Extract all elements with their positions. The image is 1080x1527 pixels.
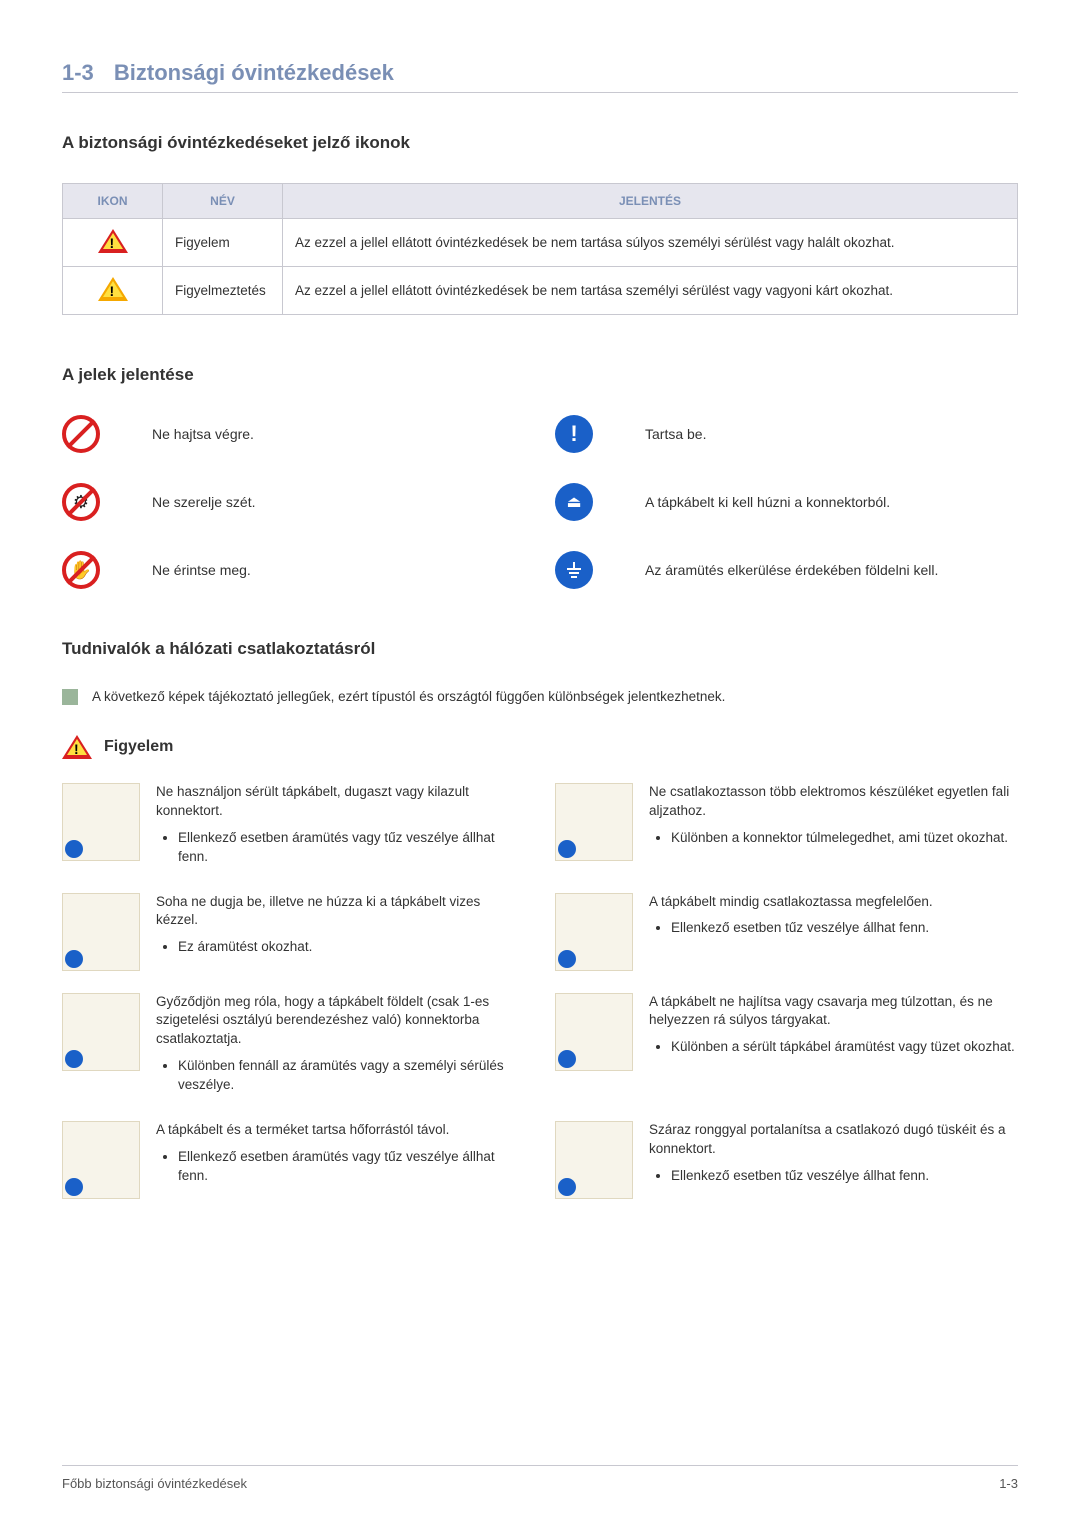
ground-icon bbox=[555, 551, 593, 589]
th-name: NÉV bbox=[163, 184, 283, 219]
th-meaning: JELENTÉS bbox=[283, 184, 1018, 219]
precaution-item: Ne csatlakoztasson több elektromos készü… bbox=[555, 783, 1018, 871]
precaution-item: A tápkábelt és a terméket tartsa hőforrá… bbox=[62, 1121, 525, 1199]
subheading-icons: A biztonsági óvintézkedéseket jelző ikon… bbox=[62, 133, 1018, 153]
sign-label: Ne szerelje szét. bbox=[152, 494, 525, 510]
precaution-item: Soha ne dugja be, illetve ne húzza ki a … bbox=[62, 893, 525, 971]
table-row: Figyelmeztetés Az ezzel a jellel ellátot… bbox=[63, 267, 1018, 315]
precaution-image bbox=[555, 893, 633, 971]
row-meaning: Az ezzel a jellel ellátott óvintézkedése… bbox=[283, 267, 1018, 315]
precaution-image bbox=[62, 783, 140, 861]
precaution-item: Száraz ronggyal portalanítsa a csatlakoz… bbox=[555, 1121, 1018, 1199]
note-text: A következő képek tájékoztató jellegűek,… bbox=[92, 689, 725, 704]
precaution-bullet: Különben a konnektor túlmelegedhet, ami … bbox=[671, 829, 1018, 848]
precaution-image bbox=[555, 993, 633, 1071]
warning-icon bbox=[98, 229, 128, 253]
precaution-lead: Ne használjon sérült tápkábelt, dugaszt … bbox=[156, 783, 525, 821]
precaution-image bbox=[555, 1121, 633, 1199]
prohibit-icon bbox=[62, 415, 100, 453]
footer-left: Főbb biztonsági óvintézkedések bbox=[62, 1476, 247, 1491]
section-number: 1-3 bbox=[62, 60, 94, 85]
page-footer: Főbb biztonsági óvintézkedések 1-3 bbox=[62, 1465, 1018, 1491]
warning-icon bbox=[62, 735, 92, 759]
precaution-bullet: Ellenkező esetben áramütés vagy tűz vesz… bbox=[178, 1148, 525, 1186]
precaution-item: Győződjön meg róla, hogy a tápkábelt föl… bbox=[62, 993, 525, 1099]
icon-table: IKON NÉV JELENTÉS Figyelem Az ezzel a je… bbox=[62, 183, 1018, 315]
th-icon: IKON bbox=[63, 184, 163, 219]
note-row: A következő képek tájékoztató jellegűek,… bbox=[62, 689, 1018, 705]
precaution-lead: Soha ne dugja be, illetve ne húzza ki a … bbox=[156, 893, 525, 931]
comply-icon: ! bbox=[555, 415, 593, 453]
warning-header: Figyelem bbox=[62, 735, 1018, 759]
sign-label: Az áramütés elkerülése érdekében földeln… bbox=[645, 562, 1018, 578]
precaution-bullet: Ellenkező esetben tűz veszélye állhat fe… bbox=[671, 1167, 1018, 1186]
precaution-item: Ne használjon sérült tápkábelt, dugaszt … bbox=[62, 783, 525, 871]
sign-label: Tartsa be. bbox=[645, 426, 1018, 442]
no-touch-icon: ✋ bbox=[62, 551, 100, 589]
precaution-image bbox=[555, 783, 633, 861]
warning-label: Figyelem bbox=[104, 738, 173, 756]
no-disassemble-icon: ⚙ bbox=[62, 483, 100, 521]
sign-label: Ne hajtsa végre. bbox=[152, 426, 525, 442]
precaution-lead: Ne csatlakoztasson több elektromos készü… bbox=[649, 783, 1018, 821]
subheading-signs: A jelek jelentése bbox=[62, 365, 1018, 385]
precaution-bullet: Különben fennáll az áramütés vagy a szem… bbox=[178, 1057, 525, 1095]
precaution-item: A tápkábelt mindig csatlakoztassa megfel… bbox=[555, 893, 1018, 971]
precaution-lead: A tápkábelt ne hajlítsa vagy csavarja me… bbox=[649, 993, 1018, 1031]
caution-icon bbox=[98, 277, 128, 301]
sign-label: A tápkábelt ki kell húzni a konnektorból… bbox=[645, 494, 1018, 510]
precaution-bullet: Különben a sérült tápkábel áramütést vag… bbox=[671, 1038, 1018, 1057]
sign-label: Ne érintse meg. bbox=[152, 562, 525, 578]
precaution-image bbox=[62, 1121, 140, 1199]
footer-right: 1-3 bbox=[999, 1476, 1018, 1491]
subheading-power: Tudnivalók a hálózati csatlakoztatásról bbox=[62, 639, 1018, 659]
section-title-text: Biztonsági óvintézkedések bbox=[114, 60, 394, 85]
precaution-lead: A tápkábelt és a terméket tartsa hőforrá… bbox=[156, 1121, 525, 1140]
precaution-lead: Győződjön meg róla, hogy a tápkábelt föl… bbox=[156, 993, 525, 1050]
table-row: Figyelem Az ezzel a jellel ellátott óvin… bbox=[63, 219, 1018, 267]
signs-grid: Ne hajtsa végre. ! Tartsa be. ⚙ Ne szere… bbox=[62, 415, 1018, 589]
note-icon bbox=[62, 689, 78, 705]
row-meaning: Az ezzel a jellel ellátott óvintézkedése… bbox=[283, 219, 1018, 267]
precaution-bullet: Ez áramütést okozhat. bbox=[178, 938, 525, 957]
precaution-lead: A tápkábelt mindig csatlakoztassa megfel… bbox=[649, 893, 933, 912]
precautions-grid: Ne használjon sérült tápkábelt, dugaszt … bbox=[62, 783, 1018, 1199]
section-title: 1-3 Biztonsági óvintézkedések bbox=[62, 60, 1018, 93]
precaution-item: A tápkábelt ne hajlítsa vagy csavarja me… bbox=[555, 993, 1018, 1099]
precaution-bullet: Ellenkező esetben tűz veszélye állhat fe… bbox=[671, 919, 933, 938]
precaution-lead: Száraz ronggyal portalanítsa a csatlakoz… bbox=[649, 1121, 1018, 1159]
unplug-icon: ⏏ bbox=[555, 483, 593, 521]
row-name: Figyelem bbox=[163, 219, 283, 267]
row-name: Figyelmeztetés bbox=[163, 267, 283, 315]
precaution-image bbox=[62, 893, 140, 971]
precaution-image bbox=[62, 993, 140, 1071]
precaution-bullet: Ellenkező esetben áramütés vagy tűz vesz… bbox=[178, 829, 525, 867]
